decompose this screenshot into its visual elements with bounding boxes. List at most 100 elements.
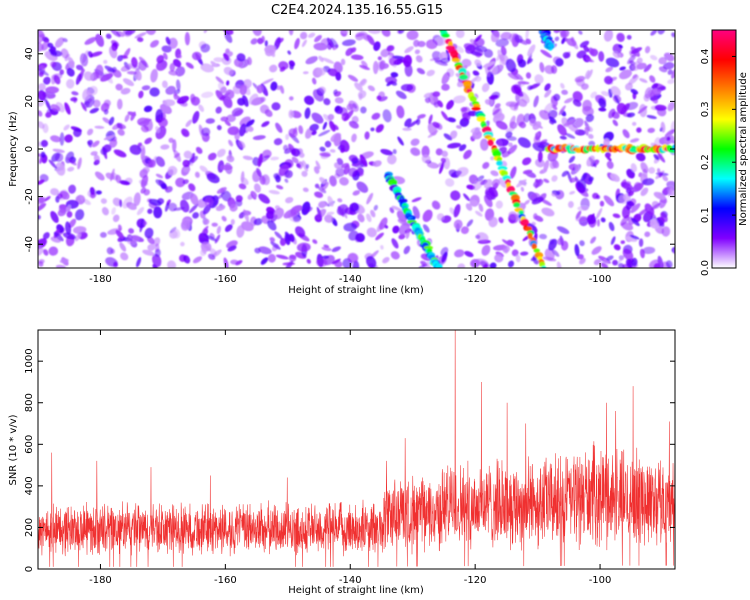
spectrogram-blob [381,63,389,69]
spectrogram-blob [75,64,84,71]
spectrogram-blob [481,83,490,93]
spectrogram-blob [662,62,675,70]
spectrogram-blob [606,160,614,169]
spectrogram-blob [588,140,596,147]
spectrogram-blob [341,112,350,122]
spectrogram-feature-track-b [527,232,533,240]
spectrogram-blob [322,121,328,130]
spectrogram-blob [575,215,589,222]
spectrogram-blob [357,90,367,99]
spectrogram-blob [38,90,47,101]
spectrogram-feature-track-c [547,43,555,48]
spectrogram-blob [539,233,547,240]
spectrogram-blob [449,130,458,139]
spectrogram-blob [370,209,376,218]
spectrogram-blob [662,175,669,182]
spectrogram-blob [95,33,105,47]
spectrogram-blob [638,104,648,118]
spectrogram-blob [643,63,652,73]
spectrogram-blob [163,52,168,60]
spectrogram-blob [288,109,294,119]
spectrogram-blob [127,234,140,245]
spectrogram-blob [113,262,118,267]
x-tick-label: -140 [339,575,362,586]
spectrogram-blob [191,51,202,61]
spectrogram-blob [176,79,181,91]
spectrogram-blob [38,155,44,164]
spectrogram-blob [416,67,426,75]
spectrogram-blob [75,73,82,85]
spectrogram-blob [278,61,289,70]
spectrogram-blob [299,152,305,158]
spectrogram-blob [137,142,143,147]
spectrogram-blob [311,130,317,136]
spectrogram-feature-track-b [487,139,494,146]
spectrogram-blob [260,257,269,265]
spectrogram-blob [200,248,207,257]
spectrogram-blob [205,118,215,124]
spectrogram-blob [279,85,285,94]
spectrogram-blob [50,236,62,243]
spectrogram-blob [339,139,350,152]
spectrogram-blob [557,237,564,246]
spectrogram-blob [453,95,466,104]
spectrogram-feature-track-b [513,202,521,208]
spectrogram-blob [517,98,528,107]
spectrogram-blob [327,114,335,121]
spectrogram-blob [574,75,586,83]
spectrogram-blob [95,190,102,195]
spectrogram-blob [232,84,243,95]
spectrogram-blob [182,179,189,185]
spectrogram-blob [52,148,65,153]
spectrogram-blob [234,128,241,141]
spectrogram-blob [367,85,375,92]
spectrogram-blob [441,150,449,158]
spectrogram-blob [236,53,246,62]
spectrogram-blob [336,157,344,166]
spectrogram-blob [589,48,599,57]
colorbar-tick-label: 0.1 [700,207,711,223]
spectrogram-blob [366,255,377,268]
spectrogram-blob [201,127,211,137]
spectrogram-blob [551,249,560,257]
spectrogram-blob [527,44,536,57]
spectrogram-blob [312,239,318,244]
spectrogram-blob [491,178,500,188]
spectrogram-blob [77,157,82,170]
spectrogram-blob [601,90,610,97]
x-tick-label: -120 [464,274,487,285]
spectrogram-blob [552,159,560,169]
y-tick-label: -20 [24,188,35,204]
spectrogram-blob [216,225,222,235]
spectrogram-blob [259,175,266,185]
spectrogram-blob [287,50,292,55]
spectrogram-blob [569,190,576,195]
spectrogram-blob [55,37,65,48]
spectrogram-blob [273,138,283,146]
spectrogram-blob [658,172,663,178]
spectrogram-blob [226,114,236,123]
spectrogram-blob [612,119,619,127]
spectrogram-blob [144,137,153,145]
spectrogram-blob [584,69,590,80]
spectrogram-feature-track-b [451,58,461,63]
spectrogram-blob [75,209,85,221]
spectrogram-feature-track-b [471,106,481,111]
spectrogram-blob [534,158,545,168]
spectrogram-blob [637,208,648,217]
spectrogram-blob [144,227,154,239]
spectrogram-blob [507,72,520,80]
x-tick-label: -180 [89,274,112,285]
spectrogram-blob [576,50,587,59]
spectrogram-blob [238,140,246,149]
spectrogram-blob [264,40,268,47]
spectrogram-blob [416,118,421,126]
spectrogram-blob [630,163,637,173]
spectrogram-blob [558,105,566,116]
spectrogram-blob [295,226,306,238]
colorbar: 0.0 0.1 0.2 0.3 0.4 Normalized spectral ampl… [700,29,749,276]
spectrogram-blob [192,212,199,219]
spectrogram-blob [64,102,71,115]
spectrogram-blob [400,83,414,92]
spectrogram-blob [50,211,59,223]
